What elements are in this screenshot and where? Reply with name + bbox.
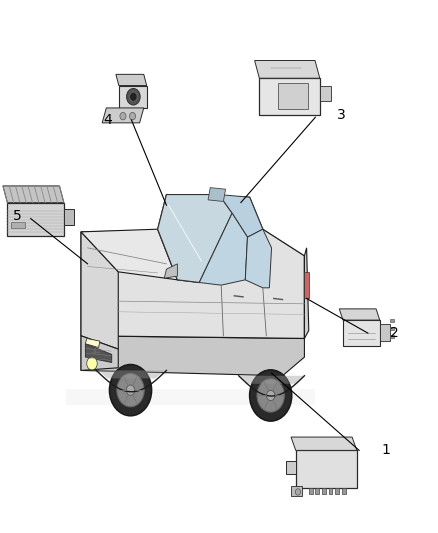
Circle shape [250, 370, 292, 421]
Polygon shape [81, 336, 304, 376]
Polygon shape [278, 83, 308, 109]
Text: 1: 1 [381, 443, 390, 457]
Polygon shape [296, 450, 357, 488]
Circle shape [87, 357, 97, 370]
Polygon shape [66, 389, 315, 405]
Polygon shape [7, 203, 64, 236]
Polygon shape [99, 370, 164, 378]
Bar [342, 488, 346, 494]
Circle shape [130, 112, 136, 120]
Polygon shape [254, 61, 320, 78]
Polygon shape [81, 232, 118, 349]
Polygon shape [291, 437, 357, 450]
Polygon shape [81, 229, 304, 338]
Circle shape [295, 489, 300, 495]
Bar [291, 486, 302, 496]
Polygon shape [199, 213, 247, 285]
Polygon shape [81, 336, 118, 370]
Polygon shape [64, 209, 74, 225]
Polygon shape [119, 86, 147, 108]
Polygon shape [240, 376, 304, 384]
Polygon shape [158, 195, 263, 282]
Polygon shape [208, 188, 226, 201]
Polygon shape [304, 248, 309, 338]
Circle shape [126, 385, 135, 395]
Text: 2: 2 [390, 326, 399, 340]
Text: 5: 5 [13, 209, 22, 223]
Polygon shape [85, 338, 100, 348]
Polygon shape [343, 320, 380, 346]
Bar [315, 488, 319, 494]
Polygon shape [380, 324, 390, 341]
Bar [390, 335, 394, 338]
Text: 3: 3 [337, 108, 346, 122]
Circle shape [120, 112, 126, 120]
Bar [328, 488, 332, 494]
Polygon shape [102, 108, 144, 123]
Circle shape [266, 390, 275, 401]
Polygon shape [259, 78, 320, 115]
Polygon shape [286, 461, 296, 474]
Bar [322, 488, 326, 494]
Polygon shape [219, 195, 263, 237]
Text: 4: 4 [103, 113, 112, 127]
Circle shape [117, 374, 144, 407]
Bar [11, 222, 25, 229]
Bar [335, 488, 339, 494]
Polygon shape [3, 186, 64, 203]
Bar [304, 272, 309, 298]
Circle shape [257, 379, 284, 412]
Polygon shape [81, 229, 177, 280]
Polygon shape [245, 229, 272, 288]
Bar [390, 327, 394, 330]
Polygon shape [320, 86, 331, 101]
Polygon shape [158, 195, 232, 282]
Circle shape [110, 365, 152, 416]
Polygon shape [339, 309, 380, 320]
Bar [390, 319, 394, 322]
Bar [309, 488, 313, 494]
Polygon shape [85, 344, 112, 362]
Polygon shape [164, 264, 177, 278]
Circle shape [130, 92, 137, 101]
Polygon shape [116, 75, 147, 86]
Circle shape [127, 88, 140, 105]
